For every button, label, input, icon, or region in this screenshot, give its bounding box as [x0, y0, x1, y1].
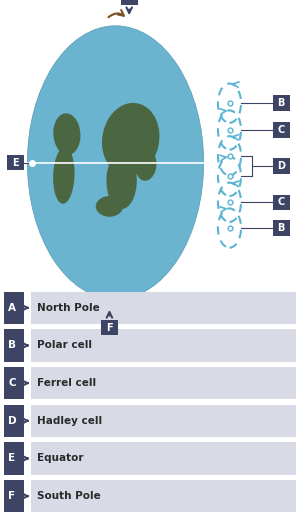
Text: South Pole: South Pole — [37, 491, 101, 501]
FancyBboxPatch shape — [4, 329, 24, 362]
Text: Equator: Equator — [37, 454, 83, 463]
Text: E: E — [8, 454, 16, 463]
Text: North Pole: North Pole — [37, 303, 99, 313]
FancyBboxPatch shape — [273, 220, 290, 236]
Text: C: C — [8, 378, 16, 388]
Ellipse shape — [53, 114, 81, 155]
Text: B: B — [278, 98, 285, 108]
FancyBboxPatch shape — [273, 195, 290, 210]
FancyBboxPatch shape — [273, 95, 290, 111]
Text: A: A — [8, 303, 16, 313]
FancyBboxPatch shape — [31, 480, 296, 512]
Text: Hadley cell: Hadley cell — [37, 416, 102, 426]
Text: F: F — [106, 322, 113, 333]
FancyBboxPatch shape — [4, 367, 24, 399]
Text: B: B — [278, 223, 285, 233]
Text: C: C — [278, 197, 285, 207]
FancyBboxPatch shape — [273, 158, 290, 174]
FancyBboxPatch shape — [4, 292, 24, 324]
Ellipse shape — [53, 147, 74, 204]
FancyBboxPatch shape — [31, 405, 296, 437]
Ellipse shape — [135, 150, 157, 181]
Text: D: D — [277, 161, 285, 171]
FancyBboxPatch shape — [121, 0, 137, 5]
FancyBboxPatch shape — [31, 292, 296, 324]
Ellipse shape — [102, 103, 160, 176]
FancyBboxPatch shape — [31, 442, 296, 475]
FancyBboxPatch shape — [31, 367, 296, 399]
Text: C: C — [278, 125, 285, 135]
Ellipse shape — [27, 26, 204, 299]
Text: B: B — [8, 341, 16, 350]
FancyBboxPatch shape — [101, 320, 118, 335]
FancyBboxPatch shape — [4, 405, 24, 437]
Text: Ferrel cell: Ferrel cell — [37, 378, 96, 388]
Ellipse shape — [106, 152, 137, 209]
FancyBboxPatch shape — [273, 122, 290, 138]
FancyBboxPatch shape — [4, 480, 24, 512]
FancyBboxPatch shape — [7, 155, 24, 170]
Text: A: A — [126, 0, 133, 3]
Text: D: D — [8, 416, 16, 426]
Text: Polar cell: Polar cell — [37, 341, 92, 350]
FancyBboxPatch shape — [31, 329, 296, 362]
Ellipse shape — [96, 196, 123, 217]
Text: E: E — [12, 157, 19, 168]
Text: F: F — [8, 491, 16, 501]
FancyBboxPatch shape — [4, 442, 24, 475]
